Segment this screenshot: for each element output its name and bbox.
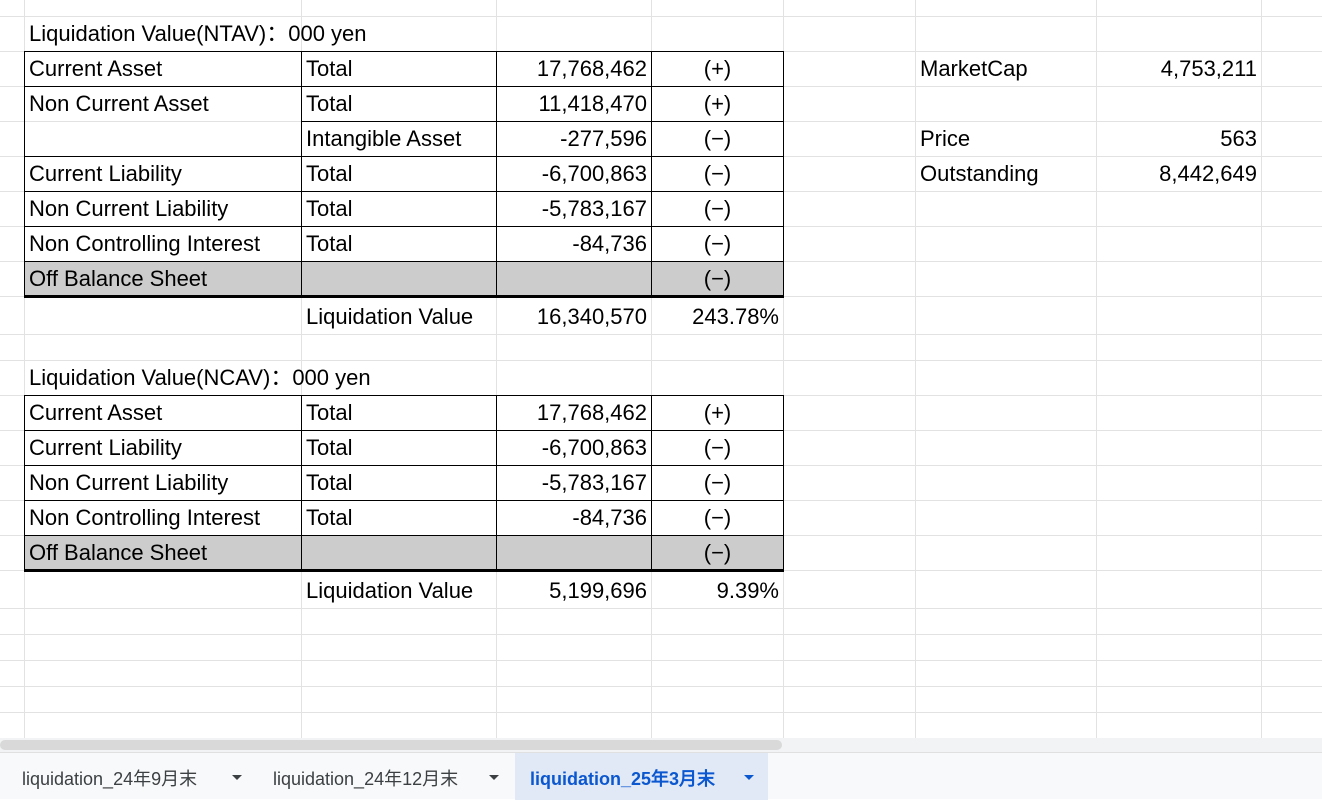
ncav-row-current-liability-label[interactable]: Current Liability <box>29 435 182 460</box>
marketcap-value[interactable]: 4,753,211 <box>1160 56 1257 81</box>
ncav-result-pct[interactable]: 9.39% <box>716 578 779 603</box>
ntav-row-noncontrolling-sign[interactable]: (−) <box>703 231 732 256</box>
ncav-row-offbalance-sub[interactable] <box>302 536 496 571</box>
ntav-row-intangible-value[interactable]: -277,596 <box>560 126 647 151</box>
ntav-row-noncurrent-asset-value[interactable]: 11,418,470 <box>538 91 647 116</box>
ntav-result-value[interactable]: 16,340,570 <box>536 304 647 329</box>
sheet-tab-25-3[interactable]: liquidation_25年3月末 <box>515 753 768 800</box>
ntav-row-offbalance-sign[interactable]: (−) <box>703 266 732 291</box>
ncav-row-current-asset-sub[interactable]: Total <box>306 400 353 425</box>
ntav-row-offbalance-label[interactable]: Off Balance Sheet <box>29 266 208 291</box>
ntav-row-noncontrolling-value[interactable]: -84,736 <box>572 231 647 256</box>
ntav-result-pct[interactable]: 243.78% <box>692 304 779 329</box>
ntav-row-current-liability-value[interactable]: -6,700,863 <box>541 161 647 186</box>
ntav-result-label[interactable]: Liquidation Value <box>306 304 474 329</box>
price-label[interactable]: Price <box>920 126 971 151</box>
ntav-offbalance-fill <box>25 262 783 296</box>
ncav-offbalance-fill <box>25 536 783 570</box>
ncav-row-noncurrent-liability-label[interactable]: Non Current Liability <box>29 470 229 495</box>
outstanding-value[interactable]: 8,442,649 <box>1159 161 1257 186</box>
ntav-row-noncurrent-liability-value[interactable]: -5,783,167 <box>541 196 647 221</box>
sheet-tab-bar: liquidation_24年9月末 liquidation_24年12月末 l… <box>0 752 1322 800</box>
ncav-row-current-asset-value[interactable]: 17,768,462 <box>536 400 647 425</box>
ncav-result-value[interactable]: 5,199,696 <box>549 578 647 603</box>
ntav-title[interactable]: Liquidation Value(NTAV)：000 yen <box>29 21 367 46</box>
ntav-row-noncurrent-liability-label[interactable]: Non Current Liability <box>29 196 229 221</box>
ntav-row-noncurrent-liability-sign[interactable]: (−) <box>703 196 732 221</box>
chevron-down-icon[interactable] <box>489 775 499 780</box>
ncav-row-offbalance-sign[interactable]: (−) <box>703 540 732 565</box>
outstanding-label[interactable]: Outstanding <box>920 161 1039 186</box>
ntav-row-current-asset-sign[interactable]: (+) <box>703 56 732 81</box>
ntav-row-offbalance-value[interactable] <box>497 262 651 297</box>
chevron-down-icon[interactable] <box>744 775 754 780</box>
ntav-row-intangible-sub[interactable]: Intangible Asset <box>306 126 462 151</box>
ncav-title[interactable]: Liquidation Value(NCAV)：000 yen <box>29 365 371 390</box>
horizontal-scrollbar-thumb[interactable] <box>0 740 782 750</box>
ntav-row-noncurrent-asset-sub[interactable]: Total <box>306 91 353 116</box>
ncav-row-noncontrolling-label[interactable]: Non Controlling Interest <box>29 505 261 530</box>
ntav-row-noncurrent-asset-sign[interactable]: (+) <box>703 91 732 116</box>
ntav-row-noncontrolling-label[interactable]: Non Controlling Interest <box>29 231 261 256</box>
ncav-row-noncurrent-liability-sign[interactable]: (−) <box>703 470 732 495</box>
sheet-tab-24-12[interactable]: liquidation_24年12月末 <box>251 753 513 800</box>
sheet-tab-label: liquidation_24年9月末 <box>22 769 198 789</box>
ntav-row-current-liability-sign[interactable]: (−) <box>703 161 732 186</box>
ntav-row-noncurrent-asset-label[interactable]: Non Current Asset <box>29 91 209 116</box>
price-value[interactable]: 563 <box>1220 126 1257 151</box>
ncav-row-noncurrent-liability-sub[interactable]: Total <box>306 470 353 495</box>
ncav-row-offbalance-label[interactable]: Off Balance Sheet <box>29 540 208 565</box>
ntav-row-current-liability-sub[interactable]: Total <box>306 161 353 186</box>
ncav-row-noncurrent-liability-value[interactable]: -5,783,167 <box>541 470 647 495</box>
ntav-row-noncurrent-liability-sub[interactable]: Total <box>306 196 353 221</box>
ncav-row-current-asset-label[interactable]: Current Asset <box>29 400 163 425</box>
sheet-tab-label: liquidation_25年3月末 <box>530 769 716 789</box>
sheet-tab-24-9[interactable]: liquidation_24年9月末 <box>0 753 254 800</box>
ncav-row-noncontrolling-sign[interactable]: (−) <box>703 505 732 530</box>
ntav-row-current-asset-value[interactable]: 17,768,462 <box>536 56 647 81</box>
ncav-row-current-liability-value[interactable]: -6,700,863 <box>541 435 647 460</box>
spreadsheet-grid[interactable]: Liquidation Value(NTAV)：000 yen Current … <box>0 0 1322 738</box>
ncav-row-current-liability-sign[interactable]: (−) <box>703 435 732 460</box>
ntav-row-current-asset-label[interactable]: Current Asset <box>29 56 163 81</box>
ntav-row-current-liability-label[interactable]: Current Liability <box>29 161 182 186</box>
marketcap-label[interactable]: MarketCap <box>920 56 1028 81</box>
ntav-row-current-asset-sub[interactable]: Total <box>306 56 353 81</box>
sheet-tab-label: liquidation_24年12月末 <box>273 769 459 789</box>
chevron-down-icon[interactable] <box>232 775 242 780</box>
ncav-row-current-liability-sub[interactable]: Total <box>306 435 353 460</box>
ncav-row-noncontrolling-sub[interactable]: Total <box>306 505 353 530</box>
ncav-row-noncontrolling-value[interactable]: -84,736 <box>572 505 647 530</box>
ntav-row-intangible-sign[interactable]: (−) <box>703 126 732 151</box>
ncav-row-current-asset-sign[interactable]: (+) <box>703 400 732 425</box>
ncav-row-offbalance-value[interactable] <box>497 536 651 571</box>
ntav-row-noncontrolling-sub[interactable]: Total <box>306 231 353 256</box>
ncav-result-label[interactable]: Liquidation Value <box>306 578 474 603</box>
ntav-row-offbalance-sub[interactable] <box>302 262 496 297</box>
